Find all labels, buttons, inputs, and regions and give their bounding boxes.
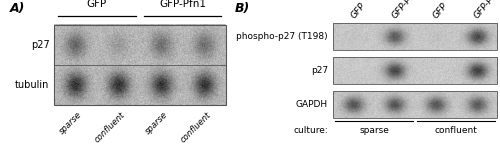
Text: GFP-Pfn1: GFP-Pfn1	[472, 0, 500, 20]
Bar	[54, 25, 226, 105]
Text: sparse: sparse	[58, 110, 84, 136]
Text: sparse: sparse	[144, 110, 170, 136]
Text: A): A)	[10, 2, 26, 15]
Text: B): B)	[235, 2, 250, 15]
Text: GFP-Pfn1: GFP-Pfn1	[159, 0, 206, 9]
Text: confluent: confluent	[178, 110, 212, 144]
Text: p27: p27	[310, 66, 328, 75]
Text: GFP-Pfn1: GFP-Pfn1	[390, 0, 423, 20]
Text: GAPDH: GAPDH	[296, 100, 328, 109]
Text: confluent: confluent	[435, 126, 478, 135]
Text: GFP: GFP	[432, 1, 450, 20]
Text: phospho-p27 (T198): phospho-p27 (T198)	[236, 32, 328, 41]
Text: confluent: confluent	[93, 110, 127, 144]
Text: GFP: GFP	[350, 1, 368, 20]
Bar	[333, 23, 498, 50]
Text: tubulin: tubulin	[15, 80, 50, 90]
Bar	[333, 57, 498, 84]
Text: sparse: sparse	[359, 126, 389, 135]
Bar	[333, 91, 498, 118]
Text: p27: p27	[31, 40, 50, 50]
Text: GFP: GFP	[87, 0, 107, 9]
Text: culture:: culture:	[293, 126, 328, 135]
